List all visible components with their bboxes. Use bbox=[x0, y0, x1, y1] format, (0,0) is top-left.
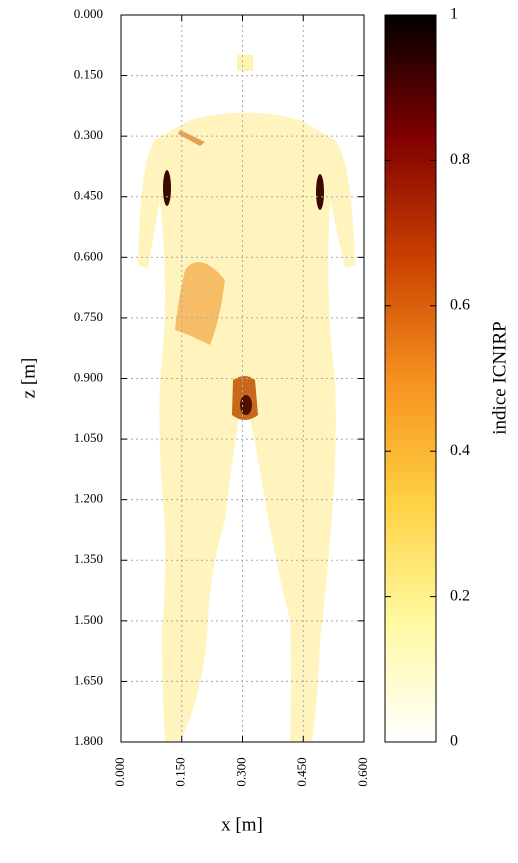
colorbar bbox=[384, 14, 437, 743]
x-tick-label: 0.150 bbox=[173, 757, 188, 786]
colorbar-tick-label: 0.2 bbox=[450, 587, 470, 604]
y-tick-label: 0.000 bbox=[74, 6, 103, 21]
y-tick-label: 0.900 bbox=[74, 369, 103, 384]
colorbar-tick-label: 0 bbox=[450, 733, 458, 750]
colorbar-tick-label: 0.6 bbox=[450, 296, 470, 313]
colorbar-tick-label: 1 bbox=[450, 6, 458, 23]
y-tick-label: 0.750 bbox=[74, 309, 103, 324]
y-tick-label: 1.500 bbox=[74, 612, 103, 627]
x-axis-label: x [m] bbox=[221, 814, 263, 835]
body-map bbox=[138, 55, 355, 742]
x-tick-label: 0.450 bbox=[294, 757, 309, 786]
y-tick-label: 1.650 bbox=[74, 672, 103, 687]
y-tick-label: 0.300 bbox=[74, 127, 103, 142]
y-tick-label: 1.350 bbox=[74, 551, 103, 566]
y-tick-label: 1.200 bbox=[74, 491, 103, 506]
y-tick-label: 0.450 bbox=[74, 188, 103, 203]
y-axis-label: z [m] bbox=[18, 358, 39, 399]
y-tick-label: 1.050 bbox=[74, 430, 103, 445]
x-tick-label: 0.300 bbox=[233, 757, 248, 786]
x-tick-label: 0.000 bbox=[112, 757, 127, 786]
colorbar-tick-label: 0.8 bbox=[450, 151, 470, 168]
y-tick-label: 0.600 bbox=[74, 248, 103, 263]
colorbar-label: indice ICNIRP bbox=[489, 321, 510, 434]
x-tick-label: 0.600 bbox=[355, 757, 370, 786]
y-tick-label: 1.800 bbox=[74, 733, 103, 748]
colorbar-tick-label: 0.4 bbox=[450, 442, 470, 459]
y-tick-label: 0.150 bbox=[74, 67, 103, 82]
